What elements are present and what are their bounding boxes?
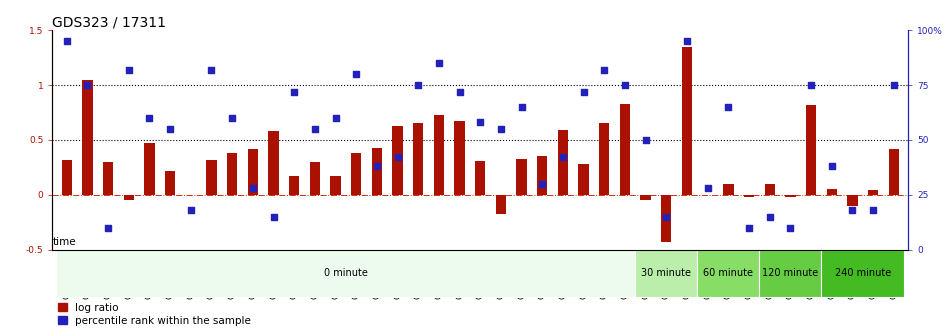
Point bbox=[390, 155, 405, 160]
Bar bbox=[744, 195, 754, 197]
Bar bbox=[826, 189, 837, 195]
Point bbox=[494, 126, 509, 132]
Point bbox=[163, 126, 178, 132]
Bar bbox=[310, 162, 320, 195]
Bar bbox=[62, 160, 72, 195]
Point bbox=[473, 120, 488, 125]
Point bbox=[328, 115, 343, 121]
Bar bbox=[868, 190, 878, 195]
Point bbox=[804, 82, 819, 88]
Point bbox=[742, 225, 757, 230]
Point bbox=[452, 89, 467, 94]
Bar bbox=[847, 195, 858, 206]
Bar bbox=[682, 47, 692, 195]
Bar bbox=[697, 250, 759, 297]
Bar bbox=[268, 131, 279, 195]
Point bbox=[349, 72, 364, 77]
Bar bbox=[83, 80, 92, 195]
Text: time: time bbox=[52, 237, 76, 247]
Point bbox=[514, 104, 529, 110]
Point bbox=[411, 82, 426, 88]
Point bbox=[762, 214, 777, 219]
Point bbox=[121, 67, 136, 72]
Point bbox=[204, 67, 219, 72]
Bar bbox=[330, 176, 340, 195]
Text: 0 minute: 0 minute bbox=[324, 268, 368, 279]
Point bbox=[432, 60, 447, 66]
Text: 120 minute: 120 minute bbox=[763, 268, 819, 279]
Text: GDS323 / 17311: GDS323 / 17311 bbox=[52, 15, 166, 29]
Bar bbox=[56, 250, 635, 297]
Bar bbox=[455, 121, 465, 195]
Point bbox=[59, 39, 74, 44]
Point bbox=[245, 185, 261, 191]
Bar bbox=[165, 171, 175, 195]
Point bbox=[596, 67, 611, 72]
Bar bbox=[516, 159, 527, 195]
Point bbox=[825, 164, 840, 169]
Bar bbox=[558, 130, 568, 195]
Point bbox=[721, 104, 736, 110]
Bar bbox=[124, 195, 134, 200]
Point bbox=[184, 207, 199, 213]
Point bbox=[679, 39, 694, 44]
Bar bbox=[635, 250, 697, 297]
Bar bbox=[247, 149, 258, 195]
Bar bbox=[434, 115, 444, 195]
Bar bbox=[620, 104, 631, 195]
Bar bbox=[578, 164, 589, 195]
Bar bbox=[888, 149, 899, 195]
Point bbox=[266, 214, 281, 219]
Bar bbox=[765, 184, 775, 195]
Point bbox=[576, 89, 592, 94]
Bar bbox=[759, 250, 822, 297]
Point bbox=[80, 82, 95, 88]
Bar bbox=[103, 162, 113, 195]
Legend: log ratio, percentile rank within the sample: log ratio, percentile rank within the sa… bbox=[57, 303, 251, 326]
Point bbox=[844, 207, 860, 213]
Point bbox=[307, 126, 322, 132]
Bar bbox=[289, 176, 300, 195]
Bar bbox=[822, 250, 904, 297]
Point bbox=[534, 181, 550, 186]
Point bbox=[617, 82, 632, 88]
Point bbox=[783, 225, 798, 230]
Bar bbox=[145, 143, 155, 195]
Point bbox=[659, 214, 674, 219]
Point bbox=[886, 82, 902, 88]
Point bbox=[555, 155, 571, 160]
Bar bbox=[413, 123, 423, 195]
Bar bbox=[786, 195, 796, 197]
Bar bbox=[351, 153, 361, 195]
Bar bbox=[495, 195, 506, 214]
Point bbox=[369, 164, 384, 169]
Bar bbox=[227, 153, 238, 195]
Point bbox=[865, 207, 881, 213]
Bar bbox=[537, 156, 548, 195]
Point bbox=[142, 115, 157, 121]
Bar bbox=[640, 195, 650, 200]
Bar bbox=[805, 105, 816, 195]
Point bbox=[638, 137, 653, 142]
Text: 60 minute: 60 minute bbox=[704, 268, 753, 279]
Point bbox=[700, 185, 715, 191]
Bar bbox=[476, 161, 485, 195]
Point bbox=[101, 225, 116, 230]
Bar bbox=[206, 160, 217, 195]
Bar bbox=[661, 195, 671, 242]
Bar bbox=[723, 184, 733, 195]
Bar bbox=[393, 126, 402, 195]
Text: 240 minute: 240 minute bbox=[835, 268, 891, 279]
Text: 30 minute: 30 minute bbox=[641, 268, 691, 279]
Bar bbox=[372, 148, 382, 195]
Point bbox=[286, 89, 301, 94]
Bar bbox=[599, 123, 610, 195]
Point bbox=[224, 115, 240, 121]
